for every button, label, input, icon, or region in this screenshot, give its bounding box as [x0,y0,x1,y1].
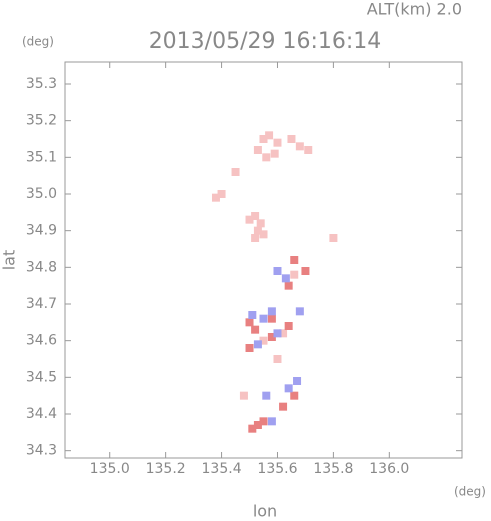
echo-cell [245,318,254,327]
echo-cell [262,153,271,162]
y-tick-label: 35.0 [26,186,57,202]
echo-cell [217,190,226,198]
echo-cell [304,146,313,154]
echo-cell [265,131,274,140]
echo-cell [279,329,288,338]
echo-cell [267,307,276,316]
echo-cell [329,234,338,242]
x-tick-label: 135.4 [202,461,242,477]
x-unit: (deg) [454,485,486,499]
echo-cell [259,336,268,345]
echo-cell [281,274,290,283]
y-tick-label: 35.3 [26,76,57,92]
echo-cell [251,325,260,334]
x-tick-label: 135.0 [90,461,130,477]
echo-cell [290,270,299,279]
x-tick-label: 135.6 [257,461,297,477]
echo-cell [267,314,276,323]
echo-cell [245,215,254,224]
echo-cell [253,226,262,235]
echo-cell [211,193,220,202]
echo-cell [251,212,260,220]
y-tick-label: 34.7 [26,296,57,312]
plot-frame [64,61,463,459]
x-tick-label: 136.0 [369,461,409,477]
x-tick-label: 135.8 [313,461,353,477]
x-tick-label: 135.2 [146,461,186,477]
echo-cell [253,421,262,429]
echo-cell [273,267,282,275]
y-tick-label: 34.4 [26,406,57,422]
echo-cell [256,219,265,228]
y-unit: (deg) [22,35,54,49]
echo-cell [270,149,279,158]
echo-cell [248,424,257,433]
x-axis-label: lon [253,502,277,521]
y-axis-label: lat [0,250,19,271]
echo-cell [284,384,293,393]
echo-cell [295,142,304,151]
y-tick-label: 34.5 [26,369,57,385]
echo-cell [284,281,293,290]
echo-cell [287,135,296,143]
y-tick-label: 34.3 [26,443,57,459]
echo-cell [284,322,293,330]
echo-cell [253,146,262,154]
echo-cell [301,267,310,275]
echo-cell [290,256,299,264]
chart-title: 2013/05/29 16:16:14 [149,29,382,54]
echo-cell [248,311,257,319]
echo-cell [293,377,302,385]
echo-cell [273,138,282,147]
echo-cell [273,329,282,338]
echo-cell [259,417,268,426]
echo-cell [259,135,268,143]
echo-cell [239,391,248,400]
echo-cell [259,230,268,239]
y-tick-label: 34.9 [26,223,57,239]
y-tick-label: 34.6 [26,333,57,349]
echo-cell [262,391,271,400]
echo-cell [290,391,299,400]
y-tick-label: 34.8 [26,259,57,275]
echo-cell [279,402,288,411]
echo-cell [251,234,260,242]
echo-cell [267,417,276,426]
echo-cell [295,307,304,316]
echo-cell [273,355,282,363]
subtitle: ALT(km) 2.0 [367,0,462,19]
echo-cell [231,168,240,176]
echo-cell [253,340,262,349]
y-tick-label: 35.1 [26,149,57,165]
echo-cell [259,314,268,323]
echo-cell [245,344,254,352]
echo-cell [267,333,276,341]
y-tick-label: 35.2 [26,113,57,129]
